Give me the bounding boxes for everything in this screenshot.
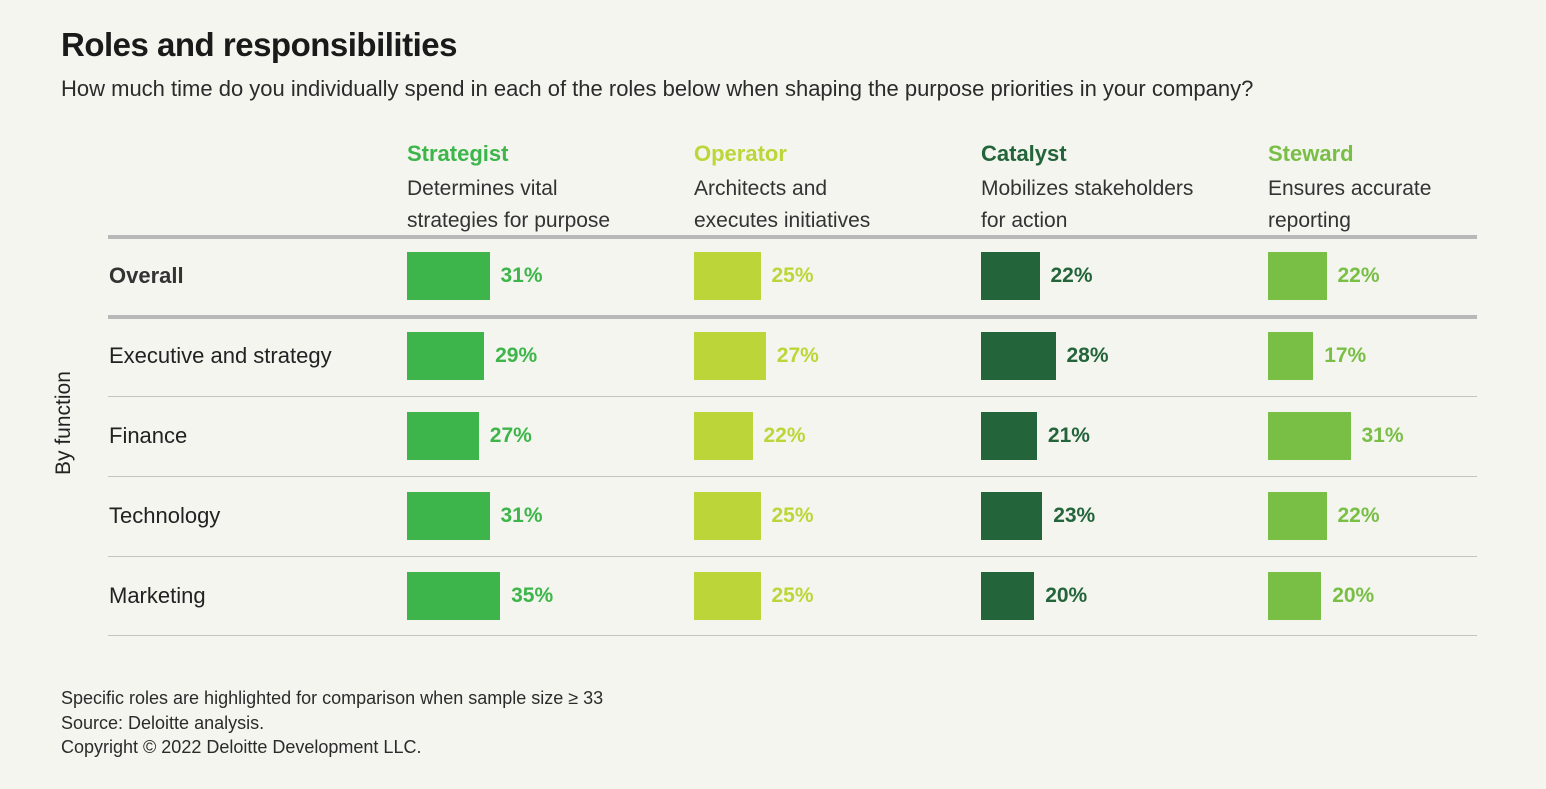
bar-executive-and-strategy-catalyst: [981, 332, 1056, 380]
bar-overall-steward: [1268, 252, 1327, 300]
chart-subtitle: How much time do you individually spend …: [61, 76, 1254, 101]
row-divider: [108, 556, 1477, 557]
column-description-line: strategies for purpose: [407, 209, 611, 232]
value-label-marketing-steward: 20%: [1332, 584, 1375, 607]
footnote-source: Source: Deloitte analysis.: [61, 712, 265, 733]
value-label-finance-operator: 22%: [763, 424, 806, 447]
column-description-line: for action: [981, 209, 1068, 232]
bar-marketing-steward: [1268, 572, 1322, 620]
row-divider: [108, 635, 1477, 636]
bar-finance-catalyst: [981, 412, 1037, 460]
bar-marketing-catalyst: [981, 572, 1035, 620]
bar-overall-strategist: [407, 252, 490, 300]
column-description-operator: Architects and executes initiatives: [694, 173, 870, 237]
row-label-finance: Finance: [109, 423, 188, 448]
value-label-marketing-catalyst: 20%: [1045, 584, 1088, 607]
bar-finance-strategist: [407, 412, 479, 460]
bar-technology-steward: [1268, 492, 1327, 540]
value-label-executive-and-strategy-catalyst: 28%: [1066, 344, 1109, 367]
value-label-technology-catalyst: 23%: [1053, 504, 1096, 527]
value-label-overall-operator: 25%: [771, 264, 814, 287]
footnote-sample-size: Specific roles are highlighted for compa…: [61, 688, 604, 708]
value-label-executive-and-strategy-steward: 17%: [1324, 344, 1367, 367]
value-label-technology-operator: 25%: [771, 504, 814, 527]
column-header-catalyst: Catalyst: [981, 141, 1067, 166]
column-header-steward: Steward: [1268, 141, 1354, 166]
row-divider: [108, 396, 1477, 397]
bar-overall-catalyst: [981, 252, 1040, 300]
bar-technology-operator: [694, 492, 761, 540]
bar-technology-strategist: [407, 492, 490, 540]
bar-technology-catalyst: [981, 492, 1043, 540]
value-label-technology-steward: 22%: [1337, 504, 1380, 527]
column-description-steward: Ensures accurate reporting: [1268, 173, 1431, 237]
column-description-strategist: Determines vital strategies for purpose: [407, 173, 610, 237]
value-label-overall-catalyst: 22%: [1050, 264, 1093, 287]
value-label-executive-and-strategy-operator: 27%: [776, 344, 819, 367]
value-label-executive-and-strategy-strategist: 29%: [495, 344, 538, 367]
bar-finance-steward: [1268, 412, 1351, 460]
chart-title: Roles and responsibilities: [61, 26, 457, 63]
bar-overall-operator: [694, 252, 761, 300]
bar-marketing-strategist: [407, 572, 501, 620]
column-header-strategist: Strategist: [407, 141, 509, 166]
row-divider: [108, 315, 1477, 319]
column-description-line: Ensures accurate: [1268, 177, 1432, 200]
column-description-line: Mobilizes stakeholders: [981, 177, 1194, 200]
bar-marketing-operator: [694, 572, 761, 620]
row-divider: [108, 476, 1477, 477]
value-label-finance-strategist: 27%: [489, 424, 532, 447]
bar-finance-operator: [694, 412, 753, 460]
bar-executive-and-strategy-operator: [694, 332, 766, 380]
row-label-executive-and-strategy: Executive and strategy: [109, 343, 332, 368]
value-label-overall-steward: 22%: [1337, 264, 1380, 287]
row-divider: [108, 235, 1477, 239]
column-description-line: Determines vital: [407, 177, 558, 200]
row-label-technology: Technology: [109, 503, 221, 528]
footer-notes: Specific roles are highlighted for compa…: [61, 686, 603, 760]
column-description-line: reporting: [1268, 209, 1351, 232]
column-header-operator: Operator: [694, 141, 787, 166]
value-label-overall-strategist: 31%: [500, 264, 543, 287]
bar-executive-and-strategy-strategist: [407, 332, 485, 380]
row-label-overall: Overall: [109, 263, 184, 288]
value-label-technology-strategist: 31%: [500, 504, 543, 527]
footnote-copyright: Copyright © 2022 Deloitte Development LL…: [61, 737, 422, 757]
column-description-line: Architects and: [694, 177, 828, 200]
value-label-marketing-strategist: 35%: [511, 584, 554, 607]
bar-executive-and-strategy-steward: [1268, 332, 1314, 380]
value-label-finance-steward: 31%: [1361, 424, 1404, 447]
row-label-marketing: Marketing: [109, 583, 206, 608]
value-label-finance-catalyst: 21%: [1047, 424, 1090, 447]
column-description-catalyst: Mobilizes stakeholders for action: [981, 173, 1193, 237]
value-label-marketing-operator: 25%: [771, 584, 814, 607]
column-description-line: executes initiatives: [694, 209, 871, 232]
by-function-axis-label: By function: [52, 371, 75, 475]
